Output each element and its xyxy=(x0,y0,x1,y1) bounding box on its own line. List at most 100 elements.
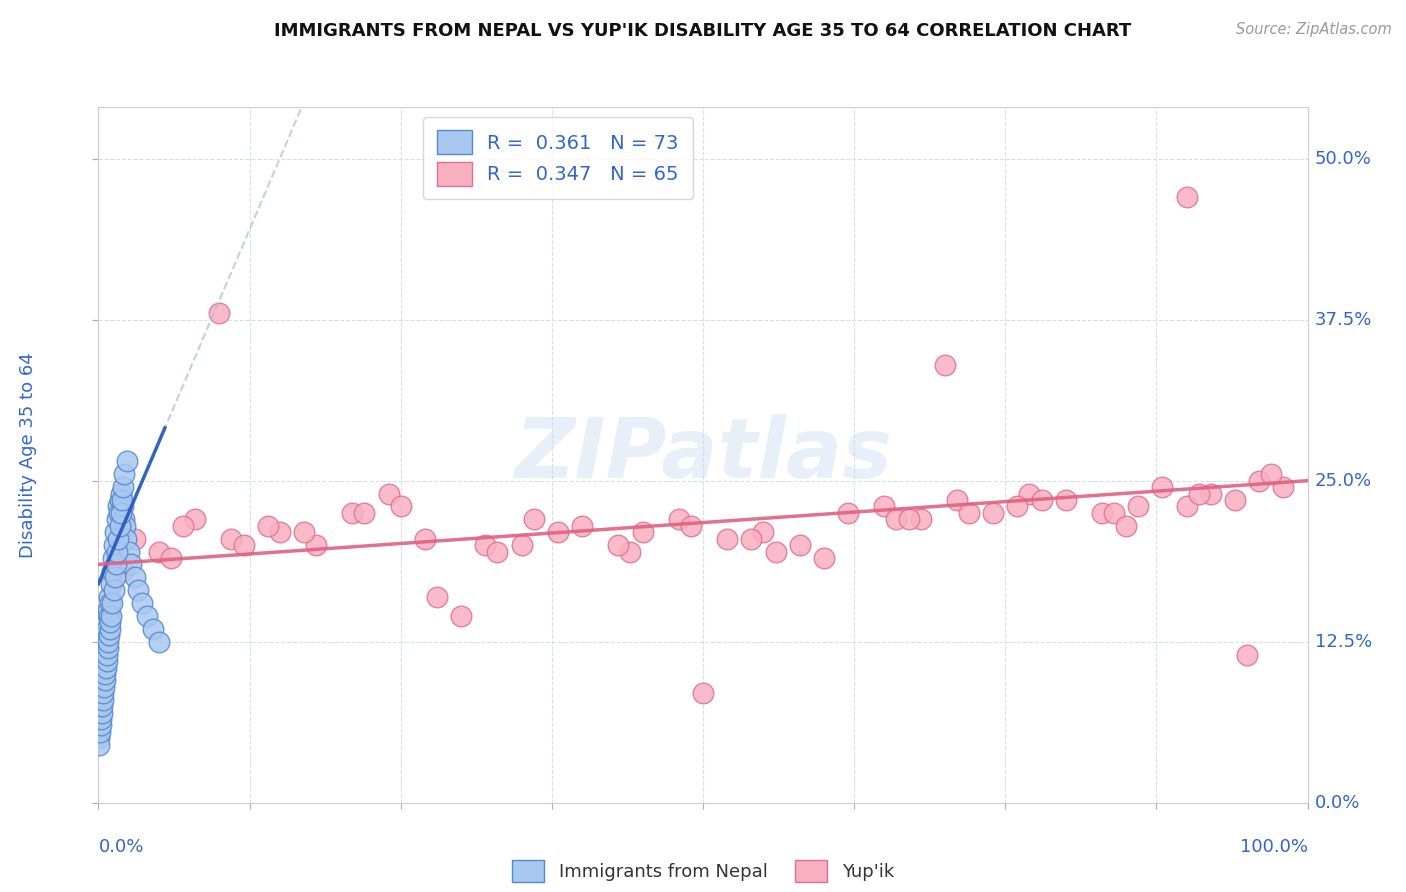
Text: 37.5%: 37.5% xyxy=(1315,310,1372,328)
Point xyxy=(692,686,714,700)
Point xyxy=(981,506,1004,520)
Point xyxy=(752,525,775,540)
Point xyxy=(1272,480,1295,494)
Point xyxy=(413,532,436,546)
Text: 100.0%: 100.0% xyxy=(1240,838,1308,856)
Legend: Immigrants from Nepal, Yup'ik: Immigrants from Nepal, Yup'ik xyxy=(503,851,903,891)
Point xyxy=(107,500,129,514)
Point xyxy=(97,641,120,656)
Point xyxy=(292,525,315,540)
Point xyxy=(221,532,243,546)
Point xyxy=(1007,500,1029,514)
Point xyxy=(94,628,117,642)
Point xyxy=(389,500,412,514)
Point xyxy=(91,667,114,681)
Point xyxy=(631,525,654,540)
Point xyxy=(93,660,115,674)
Point xyxy=(103,583,125,598)
Point xyxy=(256,518,278,533)
Point xyxy=(96,622,118,636)
Point xyxy=(96,634,118,648)
Point xyxy=(96,648,118,662)
Point xyxy=(90,706,112,720)
Point xyxy=(450,609,472,624)
Point xyxy=(1175,190,1198,204)
Point xyxy=(208,306,231,320)
Text: Source: ZipAtlas.com: Source: ZipAtlas.com xyxy=(1236,22,1392,37)
Point xyxy=(837,506,859,520)
Point xyxy=(1188,486,1211,500)
Point xyxy=(112,467,135,482)
Point xyxy=(111,564,134,578)
Point xyxy=(93,641,115,656)
Point xyxy=(740,532,762,546)
Point xyxy=(131,596,153,610)
Point xyxy=(91,654,114,668)
Point xyxy=(91,692,114,706)
Point xyxy=(135,609,157,624)
Point xyxy=(93,673,115,688)
Point xyxy=(104,558,127,572)
Text: IMMIGRANTS FROM NEPAL VS YUP'IK DISABILITY AGE 35 TO 64 CORRELATION CHART: IMMIGRANTS FROM NEPAL VS YUP'IK DISABILI… xyxy=(274,22,1132,40)
Point xyxy=(486,544,509,558)
Point xyxy=(426,590,449,604)
Point xyxy=(510,538,533,552)
Point xyxy=(100,576,122,591)
Point xyxy=(94,667,117,681)
Point xyxy=(89,692,111,706)
Point xyxy=(93,686,115,700)
Point xyxy=(89,725,111,739)
Point xyxy=(897,512,920,526)
Point xyxy=(90,686,112,700)
Point xyxy=(523,512,546,526)
Point xyxy=(910,512,932,526)
Point xyxy=(957,506,980,520)
Point xyxy=(104,525,127,540)
Point xyxy=(934,358,956,372)
Point xyxy=(114,518,136,533)
Point xyxy=(90,718,112,732)
Text: 50.0%: 50.0% xyxy=(1315,150,1371,168)
Point xyxy=(94,660,117,674)
Point xyxy=(108,493,131,508)
Point xyxy=(101,596,124,610)
Point xyxy=(111,500,134,514)
Point xyxy=(377,486,399,500)
Point xyxy=(342,506,364,520)
Point xyxy=(1236,648,1258,662)
Point xyxy=(1115,518,1137,533)
Point xyxy=(115,532,138,546)
Point xyxy=(89,699,111,714)
Point xyxy=(269,525,291,540)
Point xyxy=(90,680,112,694)
Point xyxy=(607,538,630,552)
Point xyxy=(108,506,131,520)
Point xyxy=(474,538,496,552)
Point xyxy=(946,493,969,508)
Point xyxy=(873,500,896,514)
Point xyxy=(1102,506,1125,520)
Point xyxy=(100,564,122,578)
Point xyxy=(789,538,811,552)
Text: 12.5%: 12.5% xyxy=(1315,632,1372,651)
Point xyxy=(1018,486,1040,500)
Point xyxy=(1199,486,1222,500)
Point xyxy=(716,532,738,546)
Point xyxy=(94,648,117,662)
Point xyxy=(110,506,132,520)
Point xyxy=(148,634,170,648)
Point xyxy=(98,622,121,636)
Point xyxy=(118,544,141,558)
Point xyxy=(1223,493,1246,508)
Point xyxy=(142,622,165,636)
Point xyxy=(98,596,121,610)
Point xyxy=(98,615,121,630)
Point xyxy=(98,628,121,642)
Text: 0.0%: 0.0% xyxy=(1315,794,1360,812)
Point xyxy=(679,518,702,533)
Point xyxy=(232,538,254,552)
Point xyxy=(115,454,138,468)
Point xyxy=(1175,500,1198,514)
Point xyxy=(124,532,146,546)
Point xyxy=(93,680,115,694)
